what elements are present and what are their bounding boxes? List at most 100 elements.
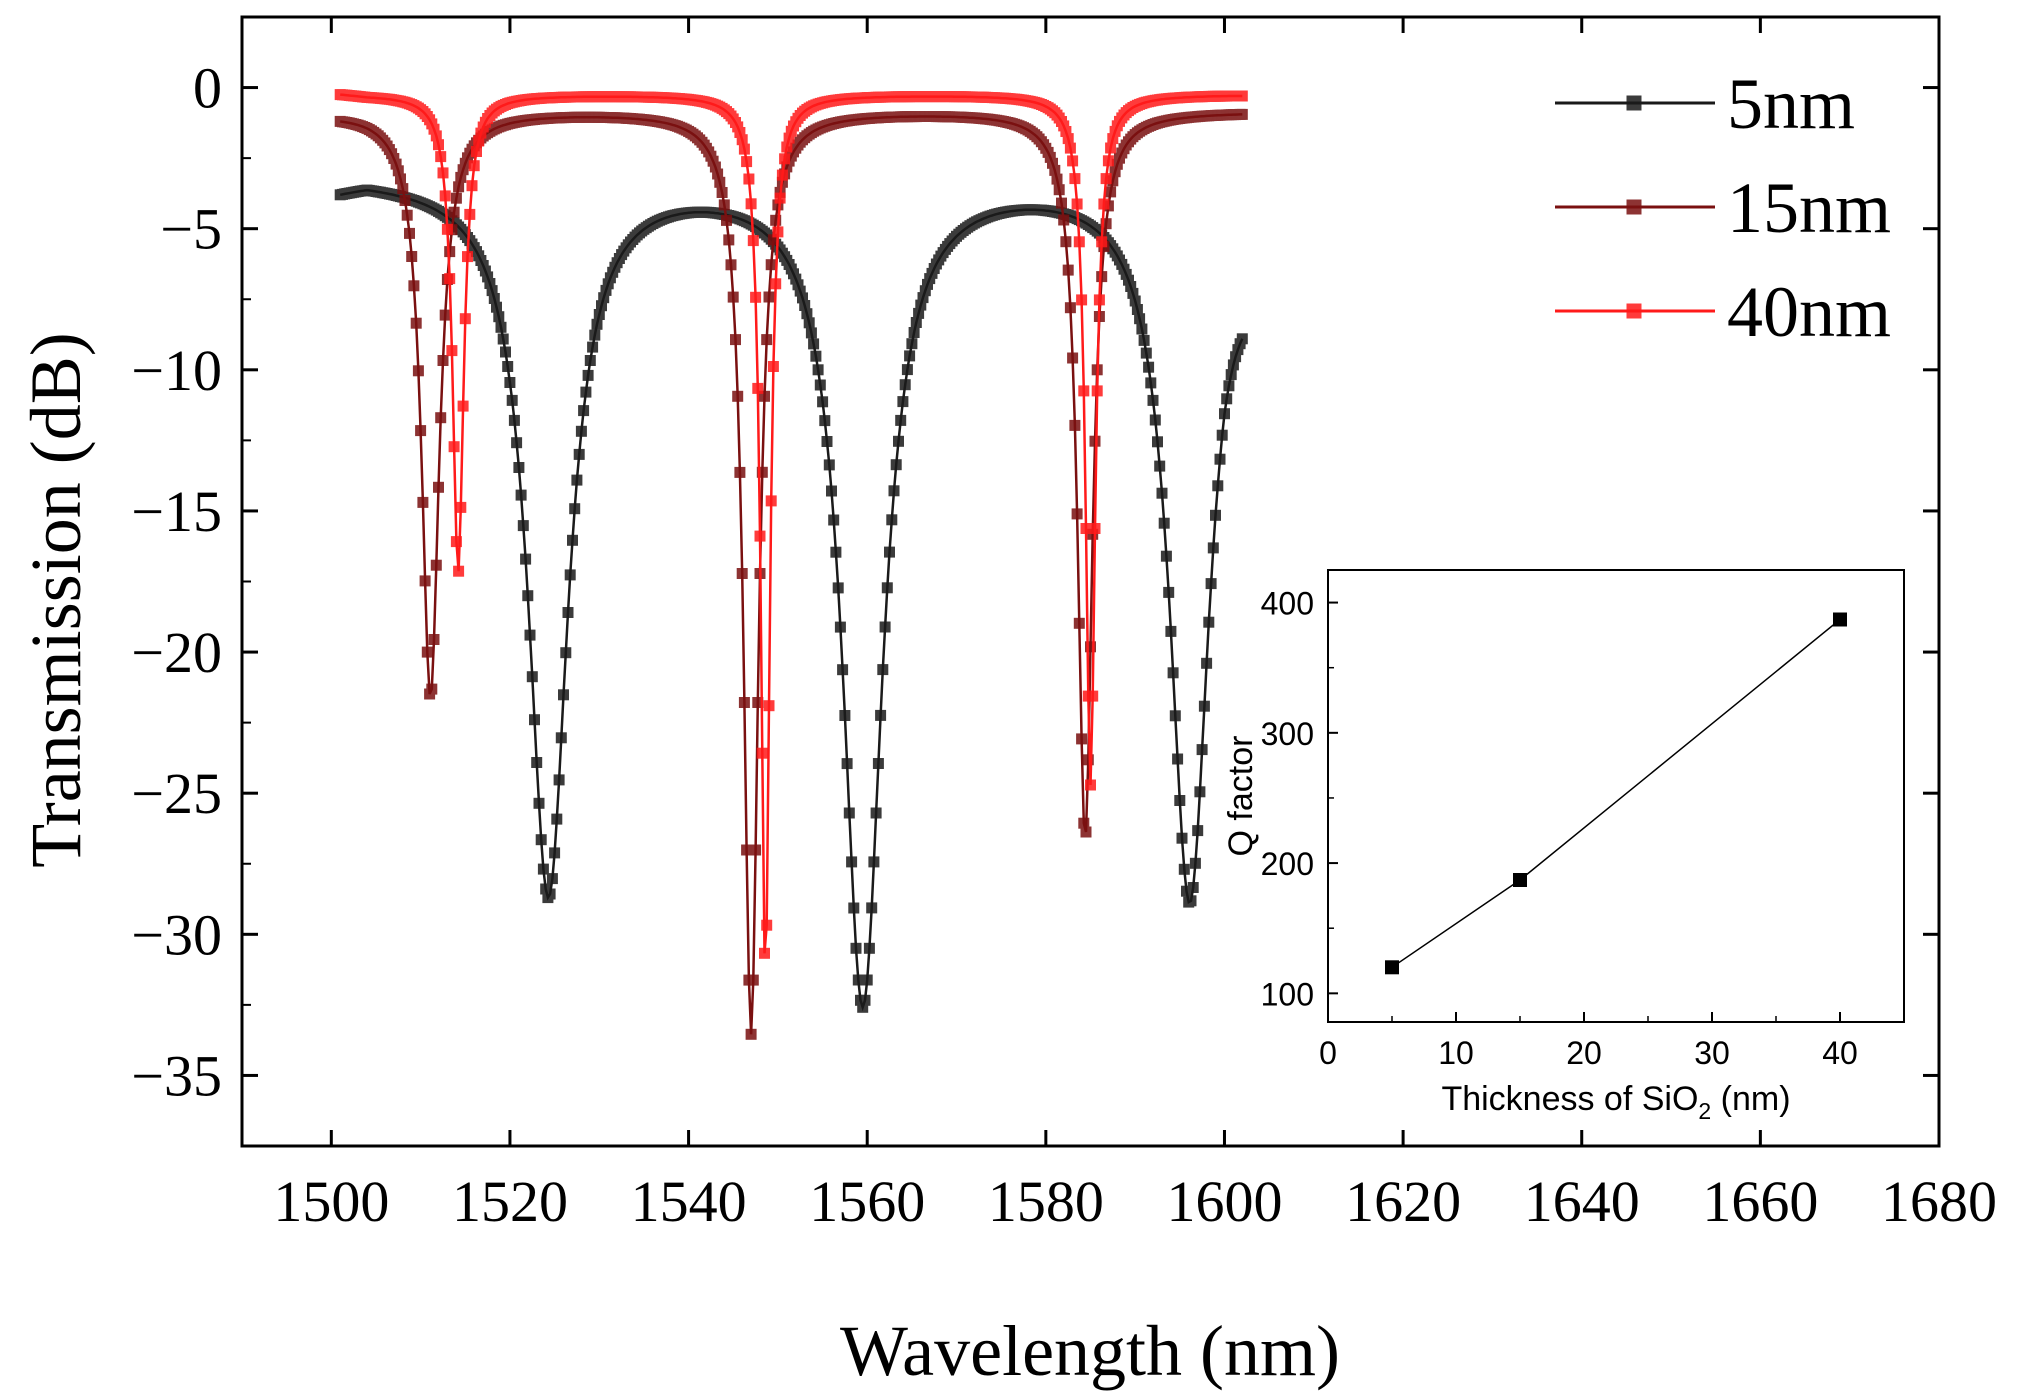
legend-marker-5nm <box>1626 95 1642 111</box>
main-y-tick-label: −15 <box>131 479 222 544</box>
main-x-tick-label: 1600 <box>1166 1169 1282 1234</box>
inset-q-factor-point <box>1833 612 1847 627</box>
series-5nm-marker <box>908 327 920 338</box>
series-15nm-marker <box>1071 508 1083 520</box>
series-5nm-marker <box>578 405 590 417</box>
series-5nm-marker <box>881 582 893 594</box>
series-5nm-markers <box>334 184 1248 1013</box>
main-x-tick-label: 1640 <box>1524 1169 1640 1234</box>
series-15nm-marker <box>1064 302 1076 314</box>
inset-axes: 0 10 20 30 40 100 200 300 400 <box>1261 586 1858 1071</box>
series-5nm-marker <box>1196 744 1208 756</box>
series-5nm-marker <box>580 386 592 398</box>
series-15nm-marker <box>408 280 420 292</box>
series-15nm-marker <box>723 234 735 246</box>
series-15nm-marker <box>1053 184 1065 196</box>
legend-label-15nm: 15nm <box>1727 168 1891 248</box>
series-15nm-marker <box>1105 186 1117 198</box>
series-5nm-marker <box>1156 487 1168 499</box>
series-15nm-marker <box>430 559 442 571</box>
series-40nm-marker <box>439 190 451 202</box>
series-5nm-marker <box>1136 323 1148 335</box>
series-40nm-marker <box>763 700 775 712</box>
series-5nm-marker <box>812 364 824 376</box>
series-5nm-marker <box>1167 667 1179 679</box>
series-15nm-marker <box>404 227 415 239</box>
series-5nm-marker <box>823 459 835 471</box>
series-15nm-marker <box>410 317 422 329</box>
series-5nm-marker <box>870 807 882 819</box>
series-5nm-marker <box>1138 334 1150 346</box>
series-15nm-marker <box>437 355 449 366</box>
main-x-tick-label: 1680 <box>1881 1169 1997 1234</box>
series-40nm-marker <box>1236 90 1248 102</box>
series-5nm-marker <box>517 520 529 532</box>
inset-series-group <box>1385 612 1847 975</box>
inset-x-tick-label: 10 <box>1438 1035 1474 1071</box>
series-15nm-marker <box>399 195 411 206</box>
series-5nm-marker <box>1160 550 1172 562</box>
series-40nm-marker <box>776 169 788 181</box>
series-40nm-marker <box>1067 155 1079 167</box>
legend-label-40nm: 40nm <box>1727 272 1891 352</box>
series-15nm-marker <box>1100 218 1112 230</box>
series-15nm-marker <box>448 206 460 218</box>
series-5nm-marker <box>1223 380 1235 392</box>
series-5nm-marker <box>1154 460 1166 472</box>
main-chart: 1500 1520 1540 1560 1580 1600 1620 1640 1660 1680… <box>16 15 1997 1391</box>
series-5nm-marker <box>906 338 918 350</box>
series-5nm-marker <box>839 710 851 721</box>
main-x-tick-label: 1540 <box>631 1169 747 1234</box>
series-40nm-marker <box>471 146 482 157</box>
series-5nm-marker <box>897 396 909 408</box>
series-5nm-marker <box>1203 616 1215 628</box>
inset-x-tick-label: 40 <box>1822 1035 1858 1071</box>
inset-x-tick-label: 20 <box>1566 1035 1602 1071</box>
series-5nm-marker <box>1210 509 1221 521</box>
series-5nm-marker <box>1158 517 1170 529</box>
series-15nm-marker <box>421 646 433 658</box>
series-5nm-marker <box>1176 832 1188 844</box>
main-x-tick-label: 1580 <box>988 1169 1104 1234</box>
series-15nm-marker <box>761 334 773 346</box>
series-5nm-marker <box>502 361 514 372</box>
series-15nm-marker <box>1069 419 1081 431</box>
series-5nm-marker <box>506 394 518 406</box>
series-15nm-marker <box>419 575 431 587</box>
main-x-tick-label: 1660 <box>1702 1169 1818 1234</box>
series-5nm-marker <box>573 448 585 460</box>
series-5nm-marker <box>832 582 844 594</box>
series-15nm-marker <box>1076 733 1088 745</box>
series-5nm-marker <box>522 590 534 602</box>
series-5nm-marker <box>817 396 829 408</box>
main-y-tick-label: −35 <box>131 1043 222 1108</box>
inset-chart: 0 10 20 30 40 100 200 300 400 Thickness of SiO2 … <box>1222 569 1905 1124</box>
series-40nm-marker <box>437 167 449 179</box>
series-5nm-marker <box>1172 753 1184 765</box>
series-40nm-marker <box>772 226 784 238</box>
series-5nm-marker <box>890 459 902 471</box>
series-15nm-marker <box>1082 754 1094 766</box>
main-y-tick-label: −5 <box>160 197 222 262</box>
series-5nm-marker <box>1131 304 1143 315</box>
series-5nm-marker <box>524 629 536 641</box>
series-15nm-marker <box>1056 197 1067 209</box>
series-15nm-marker <box>756 466 768 478</box>
series-5nm-marker <box>910 317 922 328</box>
series-15nm-marker <box>727 291 739 303</box>
series-40nm-marker <box>1076 294 1088 306</box>
series-5nm-marker <box>500 346 511 358</box>
series-15nm-marker <box>759 390 770 402</box>
series-40nm-marker <box>1098 198 1110 210</box>
series-15nm-marker <box>1062 264 1074 276</box>
series-40nm-marker <box>1064 142 1076 154</box>
series-40nm-marker <box>468 160 480 172</box>
series-40nm-marker <box>462 251 473 263</box>
series-5nm-marker <box>861 974 873 986</box>
series-15nm-marker <box>1236 108 1248 120</box>
series-5nm-marker <box>821 436 833 447</box>
series-5nm-marker <box>1212 480 1224 492</box>
series-15nm-marker <box>397 183 409 195</box>
series-5nm-marker <box>901 364 913 376</box>
